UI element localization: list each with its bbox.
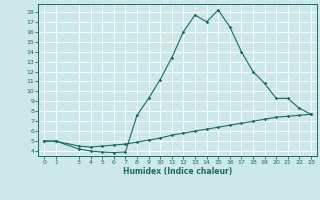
X-axis label: Humidex (Indice chaleur): Humidex (Indice chaleur)	[123, 167, 232, 176]
